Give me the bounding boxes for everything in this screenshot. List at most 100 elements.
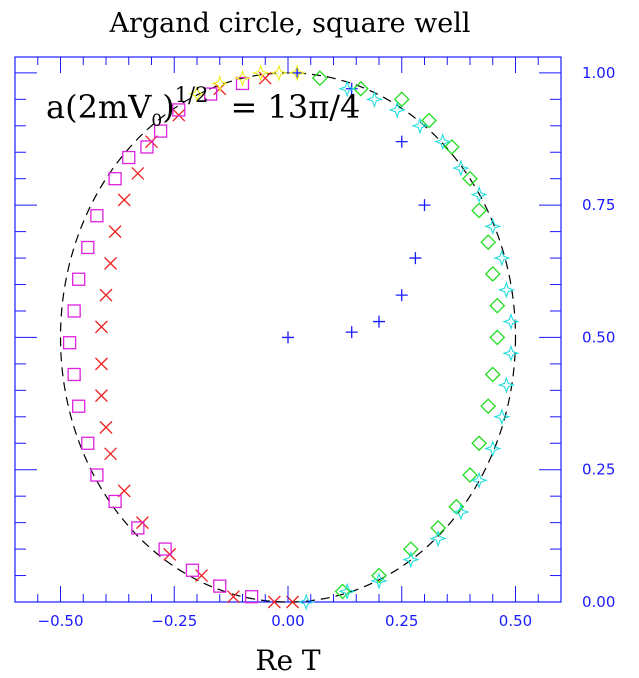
cross-marker (104, 447, 118, 461)
plus-marker (291, 66, 304, 79)
plus-marker (373, 315, 385, 328)
cross-marker (131, 166, 145, 180)
cross-marker (286, 595, 300, 609)
cross-marker (117, 193, 131, 207)
square-marker (108, 172, 122, 186)
star-marker (338, 582, 356, 601)
annotation-superscript: 1/2 (175, 83, 209, 107)
star-marker (493, 249, 511, 267)
diamond-marker (484, 366, 501, 383)
square-marker (172, 103, 186, 117)
square-marker (72, 399, 86, 413)
cross-marker (108, 225, 122, 239)
star-marker (338, 80, 356, 98)
star-marker (270, 64, 288, 82)
square-marker (81, 240, 95, 255)
annotation-suffix: = 13π/4 (230, 88, 360, 126)
y-tick-label: 0.00 (582, 593, 615, 611)
plus-marker (345, 326, 358, 339)
star-marker (497, 376, 516, 394)
star-marker (288, 64, 306, 82)
square-marker (90, 468, 104, 482)
star-marker (484, 439, 502, 458)
star-marker (365, 90, 384, 109)
parameter-annotation: a(2mV0)1/2 = 13π/4 (46, 83, 360, 131)
diamond-marker (393, 91, 410, 108)
plus-marker (395, 289, 408, 302)
plus-marker (395, 135, 408, 148)
square-marker (72, 272, 86, 286)
star-marker (470, 185, 488, 204)
star-marker (484, 217, 502, 236)
x-tick-label: 0.00 (271, 612, 304, 630)
star-marker (493, 408, 511, 426)
star-marker (497, 281, 516, 299)
diamond-marker (421, 112, 437, 129)
y-tick-label: 0.75 (582, 196, 615, 214)
cross-marker (104, 256, 118, 270)
diamond-marker (480, 234, 497, 251)
square-marker (213, 579, 227, 593)
diamond-marker (462, 467, 478, 483)
cross-marker (258, 71, 272, 85)
star-marker (452, 159, 470, 177)
square-marker (67, 367, 81, 382)
square-marker (235, 76, 250, 91)
square-marker (122, 150, 136, 165)
cross-marker (135, 516, 149, 530)
diamond-marker (430, 520, 447, 536)
star-marker (429, 529, 447, 548)
square-marker (67, 304, 81, 318)
cross-marker (99, 288, 113, 302)
star-marker (388, 101, 406, 119)
star-marker (502, 344, 520, 362)
y-tick-label: 1.00 (582, 64, 615, 82)
square-marker (158, 542, 172, 556)
square-marker (62, 336, 77, 350)
star-marker (452, 503, 470, 521)
cross-marker (267, 595, 281, 609)
cross-marker (94, 389, 108, 403)
star-marker (434, 132, 452, 151)
square-marker (90, 209, 104, 223)
cross-marker (94, 357, 108, 371)
diamond-marker (471, 202, 488, 219)
x-tick-label: −0.25 (151, 612, 197, 630)
star-marker (233, 69, 252, 87)
square-marker (140, 140, 154, 154)
x-tick-label: 0.50 (499, 612, 532, 630)
diamond-marker (352, 80, 369, 97)
chart-title: Argand circle, square well (108, 8, 470, 39)
annotation-prefix: a(2mV (46, 88, 152, 126)
x-tick-label: −0.50 (38, 612, 84, 630)
plus-marker (409, 252, 422, 265)
square-marker (108, 494, 122, 509)
diamond-marker (311, 70, 328, 87)
x-axis-label: Re T (255, 644, 321, 677)
square-marker (81, 436, 95, 450)
plus-marker (282, 331, 294, 344)
star-marker (188, 85, 206, 103)
square-marker (131, 521, 145, 535)
star-marker (402, 550, 420, 569)
plus-marker (418, 199, 431, 212)
star-marker (470, 471, 488, 489)
annotation-subscript: 0 (151, 111, 162, 131)
diamond-marker (334, 583, 351, 600)
star-marker (370, 572, 388, 590)
square-marker (185, 563, 200, 577)
data-marks (62, 64, 520, 611)
x-tick-label: 0.25 (385, 612, 418, 630)
star-marker (252, 64, 270, 82)
y-tick-label: 0.25 (582, 461, 615, 479)
diamond-marker (371, 567, 387, 584)
diamond-marker (480, 398, 497, 415)
square-marker (244, 590, 259, 604)
cross-marker (163, 547, 177, 561)
plot-frame (14, 56, 562, 603)
diamond-marker (489, 297, 506, 314)
cross-marker (94, 320, 108, 334)
diamond-marker (462, 170, 478, 187)
star-marker (411, 117, 429, 135)
diamond-marker (443, 139, 460, 155)
